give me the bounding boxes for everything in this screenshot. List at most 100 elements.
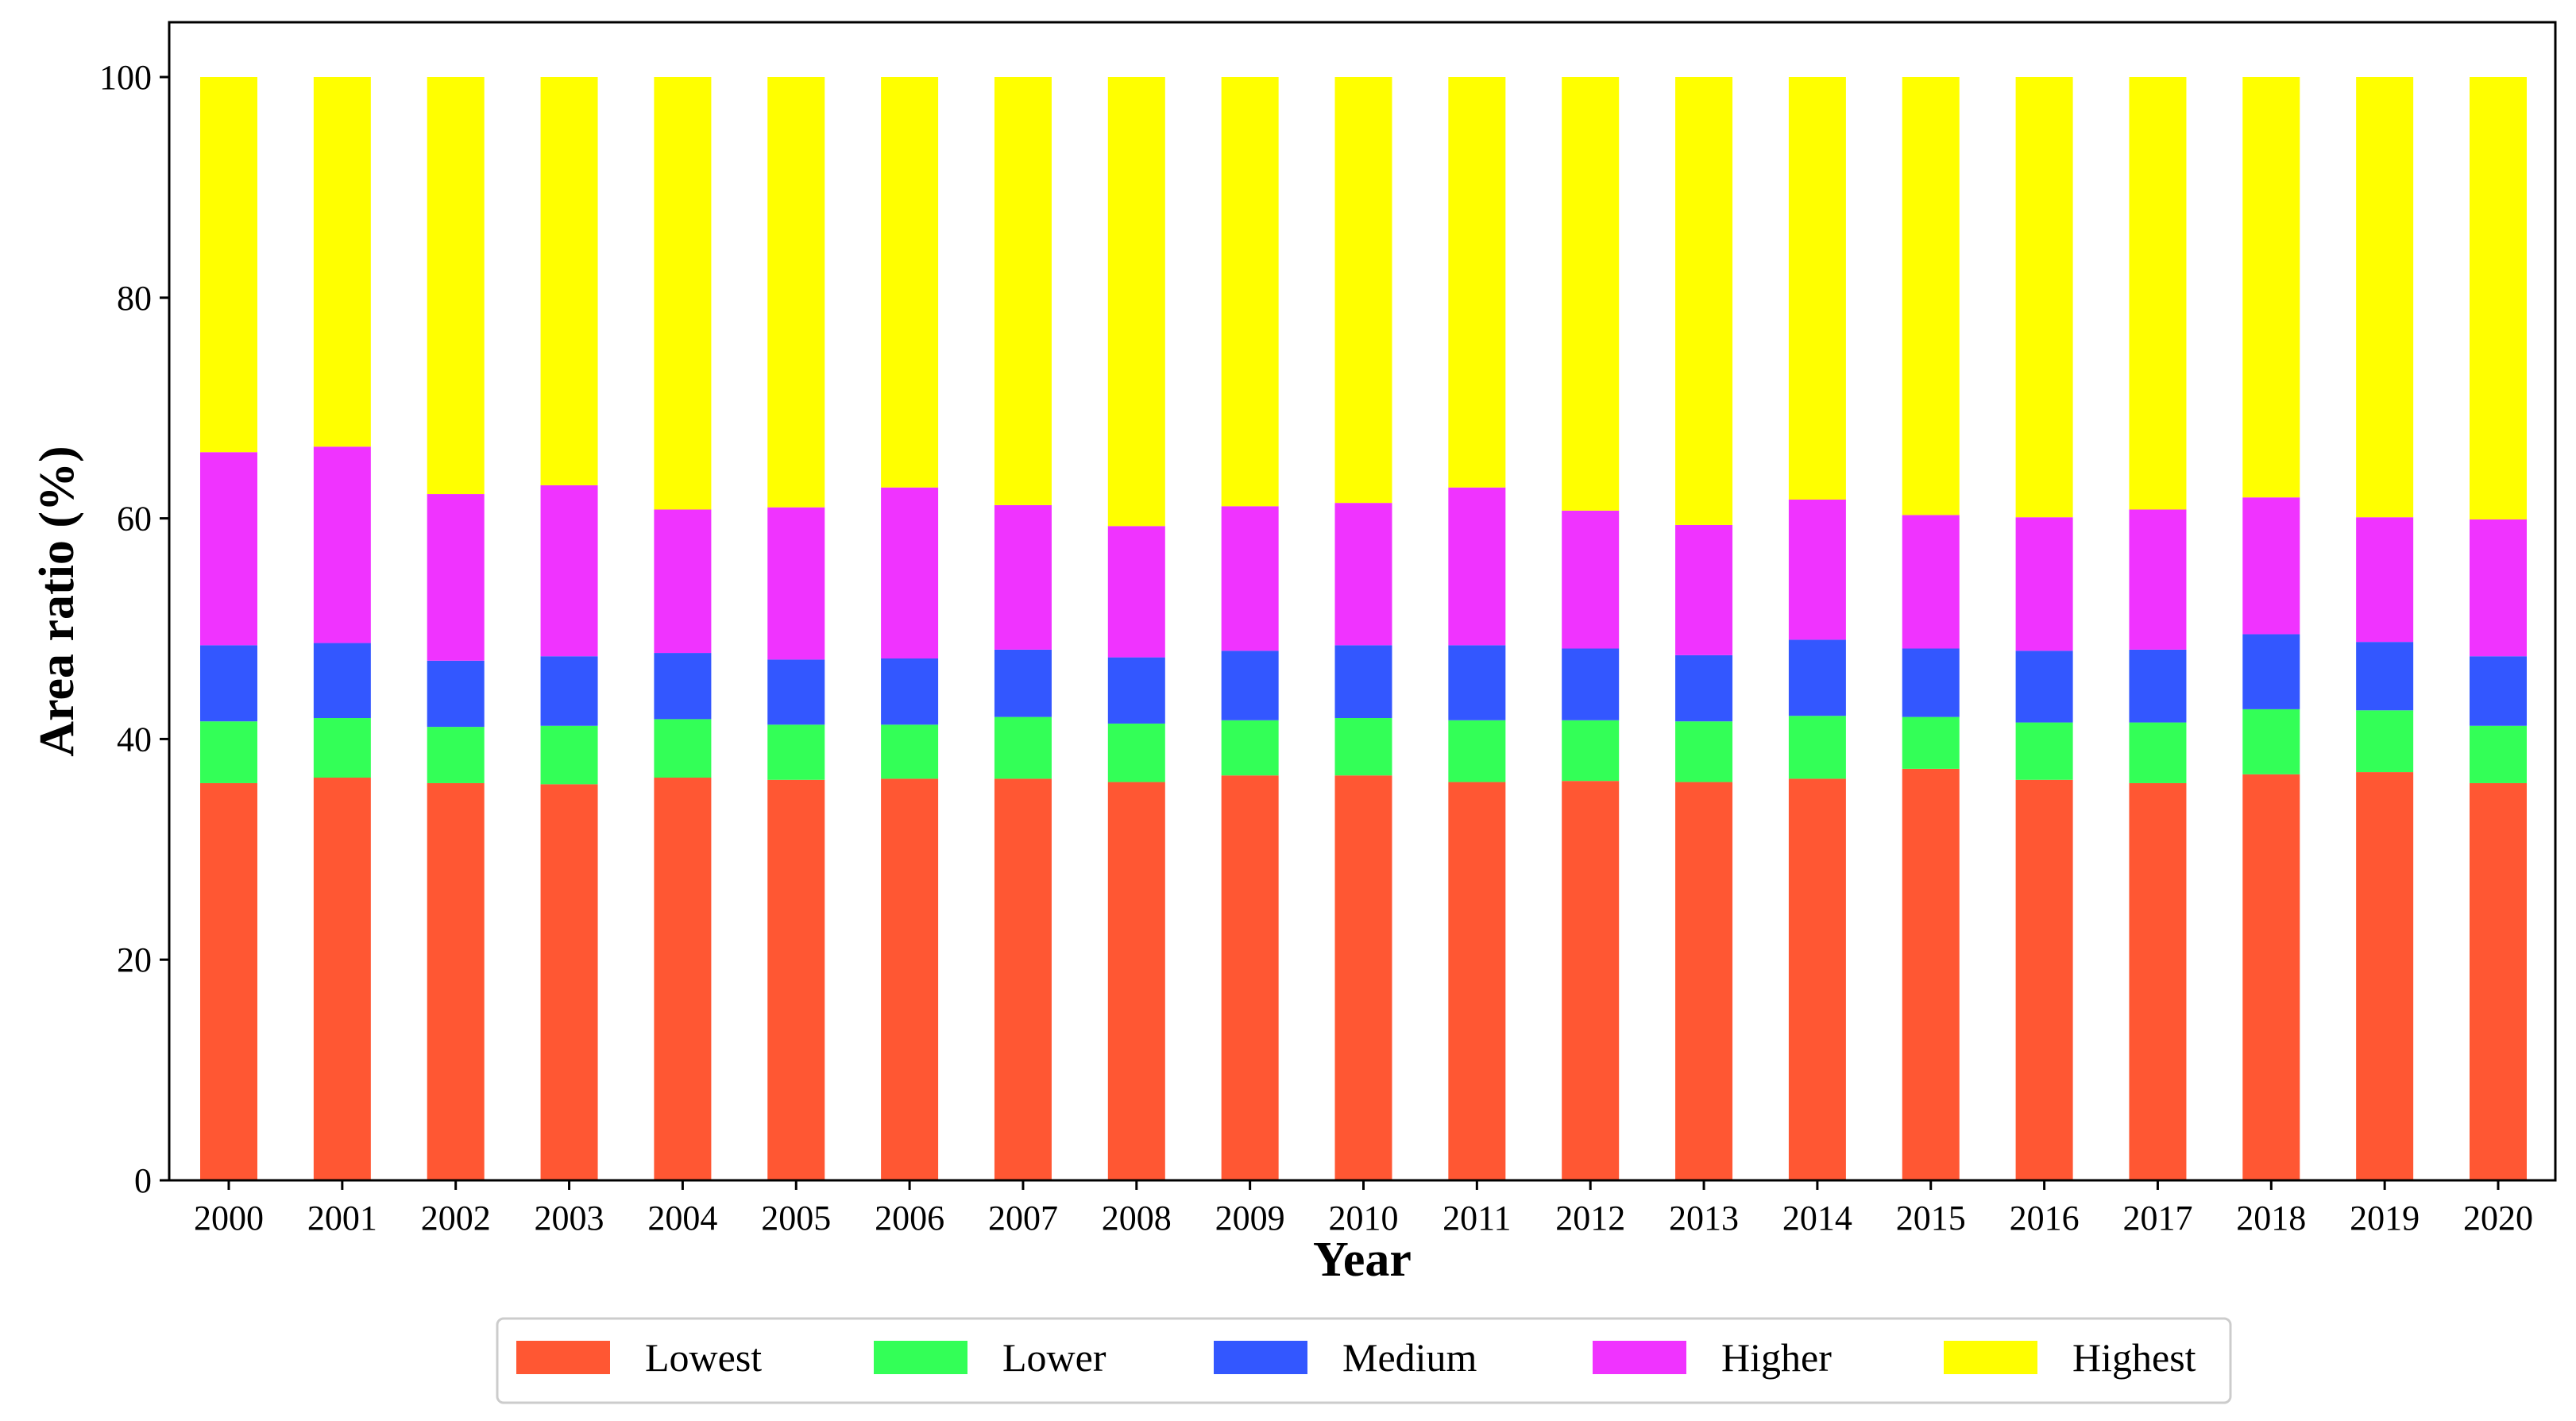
bar-lower-2008	[1107, 723, 1165, 782]
y-tick-label-100: 100	[99, 58, 152, 97]
bar-lower-2003	[540, 725, 598, 785]
bar-lower-2010	[1334, 718, 1392, 776]
bar-higher-2010	[1334, 503, 1392, 646]
x-tick-label-2018: 2018	[2236, 1199, 2306, 1238]
bar-highest-2003	[540, 77, 598, 485]
bar-lowest-2009	[1221, 775, 1279, 1180]
bar-highest-2006	[881, 77, 939, 488]
bar-highest-2005	[767, 77, 825, 508]
bar-highest-2010	[1334, 77, 1392, 504]
bar-lowest-2002	[427, 782, 485, 1180]
bar-higher-2004	[654, 509, 712, 654]
bar-lowest-2015	[1902, 768, 1960, 1180]
bar-highest-2004	[654, 77, 712, 510]
bar-lowest-2004	[654, 778, 712, 1180]
y-tick-label-60: 60	[117, 500, 152, 539]
bar-lower-2015	[1902, 716, 1960, 769]
legend-frame	[496, 1317, 2232, 1404]
bar-medium-2010	[1334, 645, 1392, 718]
bar-lowest-2006	[881, 778, 939, 1180]
bar-lower-2020	[2470, 725, 2527, 783]
bar-lower-2014	[1788, 716, 1846, 779]
x-tick-label-2001: 2001	[307, 1199, 377, 1238]
legend-label-medium: Medium	[1342, 1335, 1477, 1380]
bar-higher-2019	[2356, 517, 2414, 643]
bar-highest-2008	[1107, 77, 1165, 527]
x-tick-label-2006: 2006	[875, 1199, 944, 1238]
legend-swatch-highest	[1944, 1341, 2037, 1374]
legend-swatch-lowest	[516, 1341, 610, 1374]
x-tick-label-2002: 2002	[421, 1199, 491, 1238]
legend-swatch-lower	[874, 1341, 967, 1374]
bar-highest-2012	[1562, 77, 1620, 511]
bar-highest-2019	[2356, 77, 2414, 518]
bar-lowest-2016	[2015, 779, 2073, 1180]
bar-lowest-2014	[1788, 778, 1846, 1180]
bar-higher-2016	[2015, 517, 2073, 651]
bar-lowest-2018	[2242, 774, 2300, 1180]
y-tick-label-0: 0	[134, 1161, 152, 1200]
bar-lower-2009	[1221, 720, 1279, 776]
bar-higher-2005	[767, 507, 825, 660]
bar-lower-2001	[313, 718, 371, 778]
legend: Lowest Lower Medium Higher Highest	[496, 1317, 2232, 1404]
x-tick-label-2014: 2014	[1782, 1199, 1852, 1238]
bar-lowest-2007	[994, 778, 1052, 1180]
bar-lowest-2017	[2129, 782, 2187, 1180]
bar-lowest-2003	[540, 784, 598, 1180]
y-tick-label-80: 80	[117, 279, 152, 318]
bar-lower-2007	[994, 716, 1052, 779]
x-tick-label-2008: 2008	[1102, 1199, 1172, 1238]
bar-highest-2011	[1448, 77, 1506, 488]
bar-lowest-2013	[1675, 782, 1733, 1180]
bar-lowest-2010	[1334, 775, 1392, 1180]
bar-medium-2006	[881, 658, 939, 725]
bar-higher-2012	[1562, 510, 1620, 649]
bar-highest-2001	[313, 77, 371, 447]
bar-higher-2006	[881, 487, 939, 659]
bar-lower-2004	[654, 719, 712, 778]
bar-higher-2011	[1448, 487, 1506, 646]
bar-medium-2017	[2129, 649, 2187, 723]
x-tick-label-2004: 2004	[647, 1199, 717, 1238]
bar-highest-2000	[200, 77, 257, 453]
y-axis: 0 20 40 60 80 100	[99, 58, 169, 1200]
x-tick-label-2012: 2012	[1555, 1199, 1625, 1238]
bar-medium-2002	[427, 660, 485, 728]
bar-lowest-2012	[1562, 781, 1620, 1180]
bar-higher-2009	[1221, 506, 1279, 651]
x-tick-label-2015: 2015	[1896, 1199, 1966, 1238]
bar-highest-2014	[1788, 77, 1846, 500]
legend-swatch-medium	[1214, 1341, 1307, 1374]
y-axis-title: Area ratio (%)	[30, 446, 84, 756]
bar-medium-2014	[1788, 639, 1846, 716]
x-tick-label-2011: 2011	[1442, 1199, 1511, 1238]
bar-higher-2018	[2242, 497, 2300, 635]
x-tick-label-2003: 2003	[535, 1199, 604, 1238]
bar-highest-2015	[1902, 77, 1960, 515]
bar-lowest-2005	[767, 779, 825, 1180]
bars-layer	[200, 77, 2527, 1180]
bar-highest-2016	[2015, 77, 2073, 518]
legend-swatch-higher	[1593, 1341, 1686, 1374]
bar-medium-2013	[1675, 655, 1733, 722]
bar-highest-2009	[1221, 77, 1279, 507]
y-tick-label-20: 20	[117, 940, 152, 979]
bar-lowest-2019	[2356, 772, 2414, 1180]
bar-lowest-2011	[1448, 782, 1506, 1180]
bar-medium-2001	[313, 643, 371, 719]
legend-label-lower: Lower	[1002, 1335, 1106, 1380]
bar-medium-2015	[1902, 648, 1960, 717]
bar-lower-2013	[1675, 721, 1733, 782]
x-tick-label-2007: 2007	[988, 1199, 1058, 1238]
bar-lower-2018	[2242, 709, 2300, 774]
legend-label-lowest: Lowest	[645, 1335, 762, 1380]
bar-lower-2006	[881, 724, 939, 779]
bar-higher-2003	[540, 485, 598, 657]
bar-lowest-2008	[1107, 782, 1165, 1180]
bar-lower-2002	[427, 727, 485, 783]
y-tick-label-40: 40	[117, 720, 152, 759]
legend-label-highest: Highest	[2072, 1335, 2196, 1380]
